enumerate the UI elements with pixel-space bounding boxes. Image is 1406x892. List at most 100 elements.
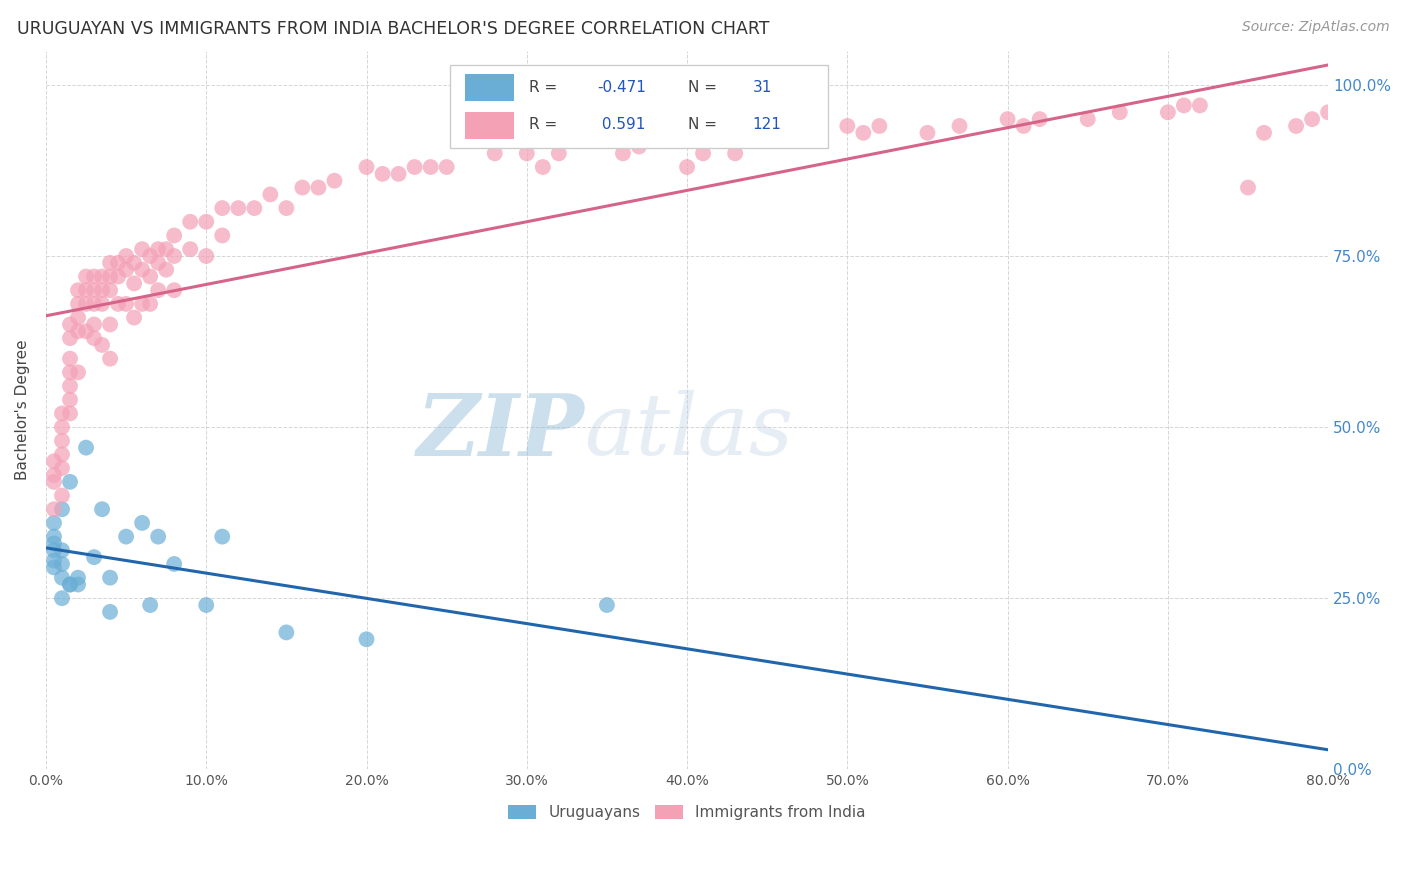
Y-axis label: Bachelor's Degree: Bachelor's Degree	[15, 340, 30, 480]
Point	[51, 502, 73, 516]
Point	[195, 249, 218, 263]
Point	[91, 297, 114, 311]
Point	[91, 502, 114, 516]
Point	[51, 543, 73, 558]
Point	[139, 598, 162, 612]
Point	[146, 530, 169, 544]
Point	[91, 283, 114, 297]
Point	[195, 215, 218, 229]
Point	[146, 242, 169, 256]
Point	[51, 591, 73, 606]
Point	[42, 553, 65, 567]
Point	[179, 242, 201, 256]
Legend: Uruguayans, Immigrants from India: Uruguayans, Immigrants from India	[502, 799, 872, 826]
Point	[75, 283, 97, 297]
Point	[59, 392, 82, 407]
Point	[1028, 112, 1050, 127]
Point	[1285, 119, 1308, 133]
Point	[83, 331, 105, 345]
Point	[122, 310, 145, 325]
Point	[66, 310, 89, 325]
Point	[852, 126, 875, 140]
Point	[917, 126, 939, 140]
Point	[42, 543, 65, 558]
Point	[91, 338, 114, 352]
Point	[291, 180, 314, 194]
Point	[59, 406, 82, 420]
Point	[59, 475, 82, 489]
Point	[98, 256, 121, 270]
Point	[1317, 105, 1340, 120]
Point	[107, 269, 129, 284]
Point	[42, 560, 65, 574]
Text: Source: ZipAtlas.com: Source: ZipAtlas.com	[1241, 20, 1389, 34]
Point	[98, 605, 121, 619]
Point	[42, 475, 65, 489]
Point	[707, 133, 730, 147]
Point	[51, 557, 73, 571]
Point	[66, 571, 89, 585]
Point	[195, 598, 218, 612]
Point	[139, 269, 162, 284]
Point	[356, 632, 378, 647]
Point	[131, 516, 153, 530]
Point	[139, 297, 162, 311]
Point	[724, 146, 747, 161]
Point	[226, 201, 249, 215]
Point	[115, 262, 138, 277]
Point	[75, 269, 97, 284]
Point	[1077, 112, 1099, 127]
Point	[1348, 98, 1371, 112]
Point	[155, 242, 177, 256]
Point	[1157, 105, 1180, 120]
Point	[66, 283, 89, 297]
Point	[42, 468, 65, 483]
Point	[676, 133, 699, 147]
Point	[948, 119, 970, 133]
Point	[51, 406, 73, 420]
Point	[75, 441, 97, 455]
Point	[1253, 126, 1275, 140]
Point	[627, 139, 650, 153]
Point	[51, 420, 73, 434]
Point	[1237, 180, 1260, 194]
Point	[1188, 98, 1211, 112]
Point	[146, 256, 169, 270]
Point	[155, 262, 177, 277]
Point	[59, 577, 82, 591]
Point	[83, 318, 105, 332]
Point	[42, 502, 65, 516]
Point	[179, 215, 201, 229]
Point	[51, 434, 73, 448]
Point	[163, 228, 186, 243]
Point	[59, 577, 82, 591]
Point	[131, 242, 153, 256]
Point	[59, 318, 82, 332]
Point	[83, 297, 105, 311]
Point	[323, 174, 346, 188]
Point	[612, 146, 634, 161]
Point	[1173, 98, 1195, 112]
Point	[484, 146, 506, 161]
Point	[42, 516, 65, 530]
Text: ZIP: ZIP	[416, 390, 585, 474]
Point	[91, 269, 114, 284]
Point	[371, 167, 394, 181]
Point	[211, 228, 233, 243]
Point	[404, 160, 426, 174]
Point	[98, 283, 121, 297]
Point	[83, 269, 105, 284]
Point	[42, 530, 65, 544]
Point	[59, 351, 82, 366]
Point	[66, 324, 89, 338]
Point	[66, 297, 89, 311]
Point	[1301, 112, 1323, 127]
Point	[163, 249, 186, 263]
Point	[42, 454, 65, 468]
Point	[868, 119, 890, 133]
Point	[243, 201, 266, 215]
Point	[59, 365, 82, 379]
Text: URUGUAYAN VS IMMIGRANTS FROM INDIA BACHELOR'S DEGREE CORRELATION CHART: URUGUAYAN VS IMMIGRANTS FROM INDIA BACHE…	[17, 20, 769, 37]
Point	[51, 461, 73, 475]
Point	[66, 577, 89, 591]
